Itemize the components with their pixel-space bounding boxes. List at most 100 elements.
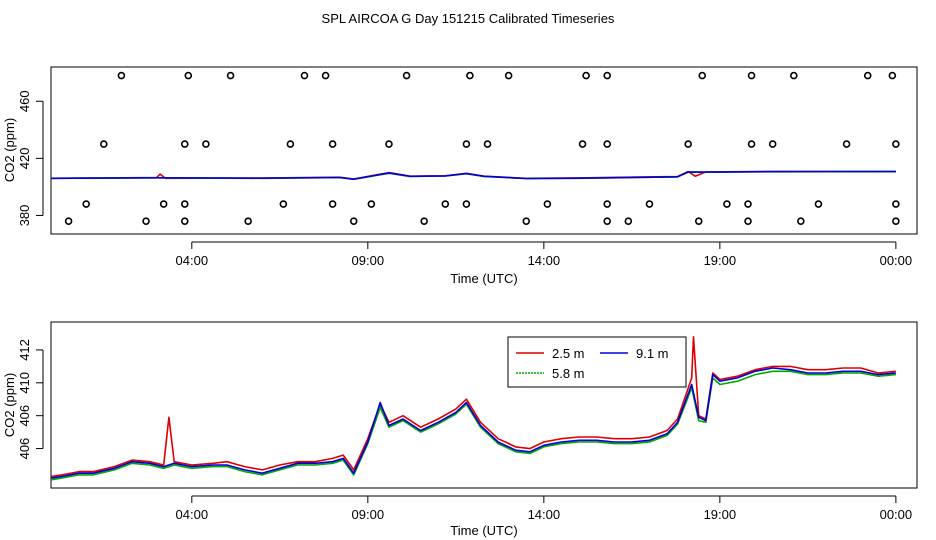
legend-label-5-8m: 5.8 m [552, 366, 585, 381]
series-line-9-1-m [50, 367, 896, 479]
legend-box [507, 336, 687, 388]
data-point [694, 217, 703, 225]
data-point [321, 71, 330, 80]
bottom-x-tick-label: 09:00 [352, 507, 385, 522]
top-y-tick-label: 420 [17, 147, 32, 169]
top-x-tick-label: 00:00 [880, 253, 913, 268]
top-x-axis: 04:00 09:00 14:00 19:00 00:00 [176, 241, 913, 268]
bottom-x-axis: 04:00 09:00 14:00 19:00 00:00 [176, 495, 913, 522]
data-point [522, 217, 531, 225]
data-point [466, 71, 474, 80]
data-point [117, 71, 126, 80]
data-point [768, 140, 777, 148]
data-point [744, 217, 752, 225]
top-plot-frame [50, 66, 918, 235]
bottom-x-tick-label: 14:00 [528, 507, 561, 522]
bottom-panel: 04:00 09:00 14:00 19:00 00:00 406 406 410 412 T… [2, 321, 918, 538]
data-point [180, 140, 189, 148]
data-point [892, 217, 900, 225]
top-x-tick-label: 19:00 [704, 253, 737, 268]
data-point [226, 71, 235, 80]
data-point [645, 200, 654, 208]
bottom-y-tick-label: 406 [17, 438, 32, 460]
bottom-lines [50, 336, 896, 481]
data-point [441, 200, 450, 208]
data-point [159, 200, 168, 208]
chart-title: SPL AIRCOA G Day 151215 Calibrated Times… [322, 11, 615, 26]
bottom-plot-frame [50, 321, 918, 489]
data-point [420, 217, 428, 225]
data-point [543, 200, 552, 208]
legend: 2.5 m 5.8 m 9.1 m [507, 336, 687, 388]
top-x-tick-label: 04:00 [176, 253, 209, 268]
data-point [142, 217, 150, 225]
top-x-axis-label: Time (UTC) [450, 271, 517, 286]
series-line-5-8-m [50, 370, 896, 481]
bottom-x-tick-label: 04:00 [176, 507, 209, 522]
data-point [328, 140, 337, 148]
data-point [744, 200, 752, 208]
data-point [180, 200, 189, 208]
data-point [842, 140, 851, 148]
data-point [863, 71, 872, 80]
data-point [603, 217, 612, 225]
data-point [402, 71, 411, 80]
top-y-axis-label: CO2 (ppm) [2, 118, 17, 182]
data-point [279, 200, 288, 208]
data-point [797, 217, 805, 225]
data-point [624, 217, 633, 225]
data-point [747, 71, 756, 80]
top-x-tick-label: 09:00 [352, 253, 385, 268]
bottom-y-tick-label: 412 [17, 339, 32, 361]
data-point [723, 200, 731, 208]
data-point [504, 71, 513, 80]
legend-label-9-1m: 9.1 m [636, 346, 669, 361]
top-y-tick-label: 380 [17, 205, 32, 227]
data-point [328, 200, 337, 208]
data-point [385, 140, 393, 148]
data-point [603, 200, 612, 208]
bottom-y-tick-label: 406 [17, 405, 32, 427]
data-point [483, 140, 492, 148]
data-point [300, 71, 309, 80]
bottom-y-axis: 406 406 410 412 [17, 339, 44, 460]
top-y-axis: 380 420 460 [17, 90, 44, 227]
bottom-x-tick-label: 19:00 [704, 507, 737, 522]
data-point [286, 140, 295, 148]
data-point [892, 200, 900, 208]
data-point [578, 140, 587, 148]
top-points [64, 71, 900, 225]
data-point [462, 140, 471, 148]
data-point [888, 71, 897, 80]
data-point [100, 140, 108, 148]
data-point [367, 200, 376, 208]
bottom-x-tick-label: 00:00 [880, 507, 913, 522]
data-point [180, 217, 189, 225]
bottom-y-axis-label: CO2 (ppm) [2, 373, 17, 437]
data-point [582, 71, 590, 80]
data-point [892, 140, 900, 148]
data-point [244, 217, 252, 225]
bottom-y-tick-label: 410 [17, 372, 32, 394]
data-point [747, 140, 756, 148]
top-x-tick-label: 14:00 [528, 253, 561, 268]
data-point [684, 140, 692, 148]
data-point [64, 217, 73, 225]
data-point [184, 71, 193, 80]
data-point [814, 200, 823, 208]
legend-label-2-5m: 2.5 m [552, 346, 585, 361]
data-point [462, 200, 471, 208]
data-point [349, 217, 358, 225]
data-point [789, 71, 798, 80]
data-point [82, 200, 91, 208]
series-line-2-5-m [50, 336, 896, 478]
top-y-tick-label: 460 [17, 90, 32, 112]
data-point [603, 140, 612, 148]
top-lines [50, 170, 896, 181]
data-point [202, 140, 210, 148]
bottom-x-axis-label: Time (UTC) [450, 523, 517, 538]
data-point [698, 71, 707, 80]
data-point [603, 71, 612, 80]
top-panel: 04:00 09:00 14:00 19:00 00:00 380 420 460 Time… [2, 66, 918, 286]
